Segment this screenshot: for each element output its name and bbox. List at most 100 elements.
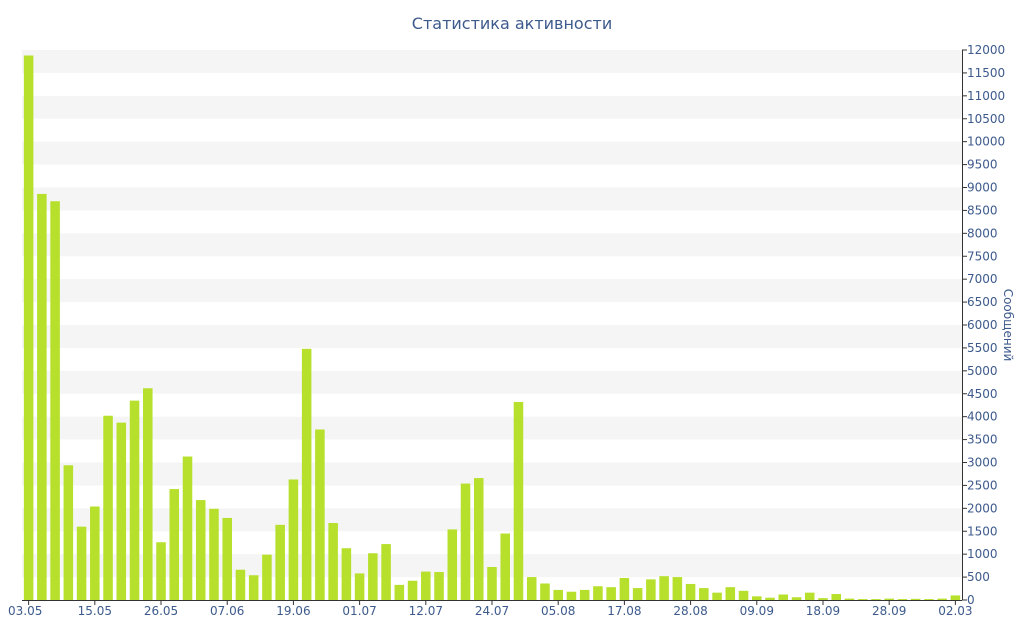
bar bbox=[209, 508, 219, 600]
bar bbox=[315, 429, 325, 600]
bar bbox=[143, 388, 153, 600]
bar bbox=[725, 587, 736, 600]
y-tick-label: 7000 bbox=[967, 272, 998, 286]
x-tick-label: 19.06 bbox=[276, 604, 310, 618]
x-tick-label: 05.08 bbox=[541, 604, 575, 618]
x-tick-label: 28.09 bbox=[872, 604, 906, 618]
y-tick-label: 10000 bbox=[967, 135, 1005, 149]
x-tick-label: 01.07 bbox=[342, 604, 376, 618]
grid-band bbox=[22, 462, 962, 486]
grid-band bbox=[22, 187, 962, 211]
x-tick-label: 02.03 bbox=[938, 604, 972, 618]
grid-band bbox=[22, 95, 962, 119]
x-axis-ticks: 03.05 15.05 26.05 07.06 19.06 01.07 12.07 24.07… bbox=[8, 600, 973, 618]
bar bbox=[553, 589, 563, 600]
bar bbox=[937, 598, 947, 601]
y-tick-label: 2500 bbox=[967, 478, 998, 492]
bar bbox=[37, 193, 47, 601]
y-tick-label: 500 bbox=[967, 570, 990, 584]
bar bbox=[791, 597, 802, 600]
bar bbox=[778, 594, 789, 600]
y-tick-label: 3000 bbox=[967, 456, 998, 470]
x-tick-label: 15.05 bbox=[78, 604, 112, 618]
bar bbox=[473, 478, 484, 600]
x-tick-label: 03.05 bbox=[8, 604, 42, 618]
y-tick-label: 2000 bbox=[967, 501, 998, 515]
grid-band bbox=[22, 554, 962, 578]
bar bbox=[500, 533, 510, 600]
bar bbox=[129, 400, 140, 601]
y-tick-label: 8500 bbox=[967, 203, 998, 217]
bar bbox=[606, 587, 616, 600]
x-tick-label: 26.05 bbox=[144, 604, 178, 618]
bar-series bbox=[23, 55, 961, 601]
bar bbox=[857, 599, 868, 600]
x-tick-label: 28.08 bbox=[673, 604, 707, 618]
y-tick-label: 6500 bbox=[967, 295, 998, 309]
bar bbox=[447, 529, 458, 600]
y-tick-label: 11500 bbox=[967, 66, 1005, 80]
bar bbox=[632, 588, 643, 600]
grid-band bbox=[22, 325, 962, 348]
bar bbox=[368, 553, 378, 600]
y-tick-label: 1500 bbox=[967, 524, 998, 538]
bar bbox=[248, 575, 259, 600]
bar bbox=[540, 583, 550, 600]
grid-band bbox=[22, 233, 962, 257]
bar bbox=[381, 544, 391, 600]
bar bbox=[566, 591, 577, 600]
bar bbox=[63, 465, 74, 600]
bar bbox=[182, 456, 193, 600]
bar bbox=[341, 548, 352, 600]
x-tick-label: 07.06 bbox=[210, 604, 244, 618]
y-axis-label: Сообщений bbox=[1001, 288, 1015, 362]
bar bbox=[301, 348, 312, 600]
bar bbox=[579, 589, 590, 600]
bar bbox=[871, 599, 881, 600]
bar bbox=[288, 479, 299, 600]
bar bbox=[76, 526, 87, 600]
bar bbox=[752, 596, 762, 600]
grid-band bbox=[22, 508, 962, 532]
bar bbox=[23, 55, 34, 600]
grid-band bbox=[22, 416, 962, 440]
y-tick-label: 4000 bbox=[967, 410, 998, 424]
bar bbox=[434, 572, 444, 600]
bar bbox=[262, 554, 272, 601]
x-tick-label: 17.08 bbox=[607, 604, 641, 618]
grid-band bbox=[22, 141, 962, 165]
bar bbox=[844, 598, 855, 601]
bar bbox=[738, 590, 749, 600]
bar bbox=[103, 415, 113, 600]
bar bbox=[526, 577, 537, 600]
y-tick-label: 5000 bbox=[967, 364, 998, 378]
bar bbox=[222, 517, 232, 600]
x-tick-label: 18.09 bbox=[806, 604, 840, 618]
bar bbox=[950, 595, 961, 600]
x-tick-label: 12.07 bbox=[409, 604, 443, 618]
bar bbox=[924, 599, 934, 600]
bar bbox=[328, 523, 338, 600]
y-tick-label: 9500 bbox=[967, 158, 998, 172]
grid-band bbox=[22, 370, 962, 394]
bar bbox=[672, 577, 683, 600]
bar bbox=[407, 580, 418, 600]
y-tick-label: 6000 bbox=[967, 318, 998, 332]
bar bbox=[156, 542, 166, 600]
bar bbox=[619, 578, 630, 600]
bar bbox=[897, 599, 908, 600]
y-tick-label: 1000 bbox=[967, 547, 998, 561]
bar bbox=[646, 579, 656, 601]
bar bbox=[195, 500, 206, 600]
bar bbox=[765, 597, 775, 600]
y-tick-label: 9000 bbox=[967, 181, 998, 195]
y-tick-label: 10500 bbox=[967, 112, 1005, 126]
y-tick-label: 5500 bbox=[967, 341, 998, 355]
bar bbox=[421, 571, 431, 600]
y-tick-label: 7500 bbox=[967, 249, 998, 263]
bar bbox=[699, 588, 709, 600]
bar bbox=[593, 586, 603, 600]
bar bbox=[659, 576, 669, 600]
